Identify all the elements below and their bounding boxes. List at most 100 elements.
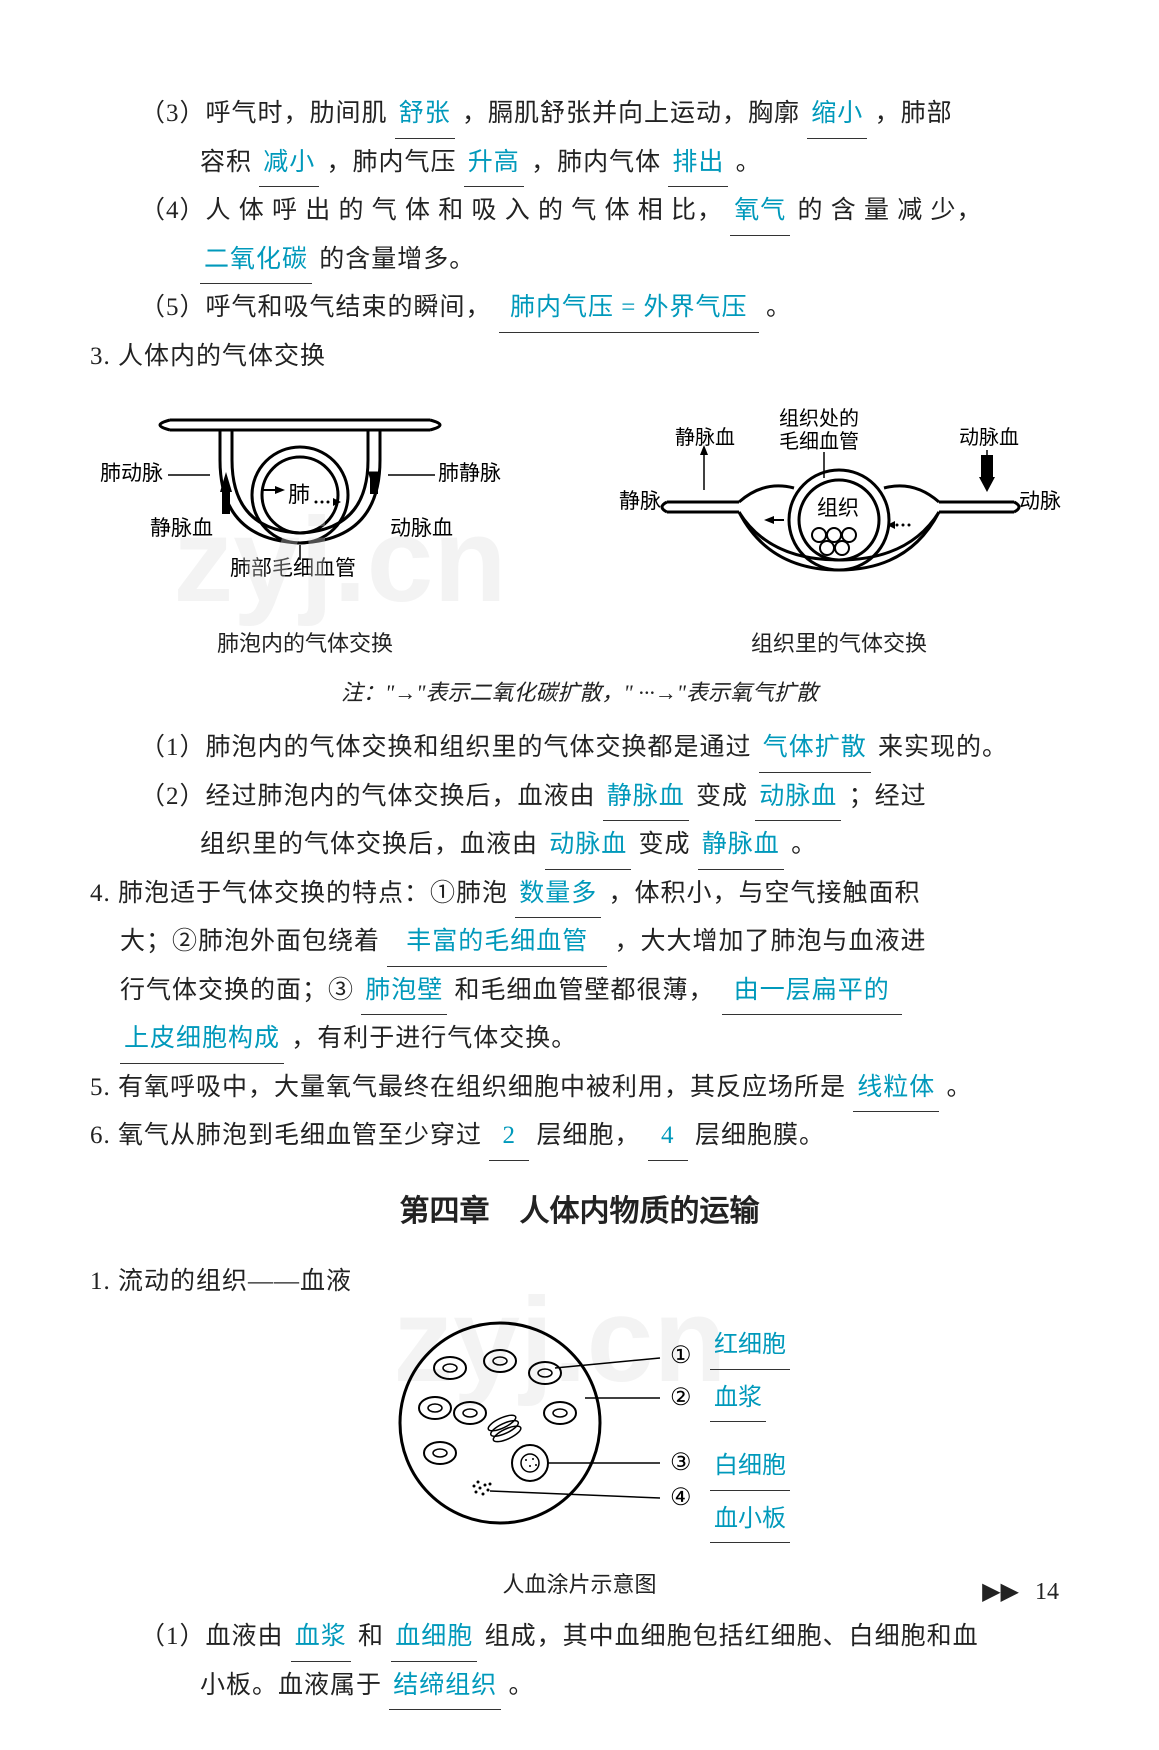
blank-answer: 静脉血 <box>603 773 689 822</box>
blank-answer: 白细胞 <box>710 1444 790 1491</box>
text-line: 行气体交换的面；③ 肺泡壁 和毛细血管壁都很薄， 由一层扁平的 <box>90 967 1069 1016</box>
text: 容积 <box>200 149 252 176</box>
svg-text:组织处的: 组织处的 <box>779 407 859 430</box>
blood-smear-svg: ① ② ③ ④ <box>90 1313 1070 1543</box>
section-heading: 1. 流动的组织——血液 <box>90 1258 1069 1306</box>
text: 。 <box>736 149 762 176</box>
page-content: （3）呼气时，肋间肌 舒张 ，膈肌舒张并向上运动，胸廓 缩小 ，肺部 容积 减小… <box>0 0 1159 1750</box>
blank-answer: 舒张 <box>395 90 455 139</box>
lung-exchange-svg: 肺 肺动脉 肺静脉 静脉血 动脉血 <box>90 400 520 600</box>
svg-text:②: ② <box>670 1385 692 1411</box>
svg-text:动脉血: 动脉血 <box>390 516 453 540</box>
diagram-tissue: 静脉血 组织处的 毛细血管 动脉血 静脉 动脉 组织 <box>609 400 1069 664</box>
text: （1）肺泡内的气体交换和组织里的气体交换都是通过 <box>140 734 752 761</box>
text: ，大大增加了肺泡与血液进 <box>615 928 927 955</box>
diagram-caption: 人血涂片示意图 <box>90 1564 1069 1606</box>
blank-answer: 二氧化碳 <box>200 236 312 285</box>
blank-answer: 气体扩散 <box>759 724 871 773</box>
text-line: 容积 减小 ，肺内气压 升高 ，肺内气体 排出 。 <box>90 139 1069 188</box>
text: 变成 <box>696 783 748 810</box>
svg-text:肺动脉: 肺动脉 <box>100 461 163 485</box>
diagram-note: 注："→"表示二氧化碳扩散，" ···→"表示氧气扩散 <box>90 672 1069 714</box>
text: （4）人 体 呼 出 的 气 体 和 吸 入 的 气 体 相 比， <box>140 197 723 224</box>
blank-answer: 肺内气压 = 外界气压 <box>499 284 759 333</box>
diagram-caption: 组织里的气体交换 <box>609 623 1069 665</box>
blank-answer: 数量多 <box>515 870 601 919</box>
blank-answer: 静脉血 <box>698 821 784 870</box>
text: 组成，其中血细胞包括红细胞、白细胞和血 <box>485 1623 979 1650</box>
text: 来实现的。 <box>878 734 1008 761</box>
svg-text:动脉血: 动脉血 <box>959 426 1019 449</box>
text: 4. 肺泡适于气体交换的特点：①肺泡 <box>90 880 508 907</box>
text: 。 <box>509 1672 535 1699</box>
text: ；经过 <box>849 783 927 810</box>
text: 组织里的气体交换后，血液由 <box>200 831 538 858</box>
svg-text:肺: 肺 <box>288 482 310 507</box>
blank-answer: 2 <box>489 1112 529 1161</box>
text-line: （5）呼气和吸气结束的瞬间， 肺内气压 = 外界气压 。 <box>90 284 1069 333</box>
blank-answer: 血小板 <box>710 1497 790 1544</box>
section-heading: 3. 人体内的气体交换 <box>90 333 1069 381</box>
diagram-row: 肺 肺动脉 肺静脉 静脉血 动脉血 <box>90 400 1069 664</box>
text-line: 5. 有氧呼吸中，大量氧气最终在组织细胞中被利用，其反应场所是 线粒体 。 <box>90 1064 1069 1113</box>
blank-answer: 4 <box>648 1112 688 1161</box>
text: 。 <box>766 294 792 321</box>
text: ，肺部 <box>875 100 953 127</box>
text: 的含量增多。 <box>319 246 475 273</box>
svg-text:肺部毛细血管: 肺部毛细血管 <box>230 556 356 580</box>
text-line: （3）呼气时，肋间肌 舒张 ，膈肌舒张并向上运动，胸廓 缩小 ，肺部 <box>90 90 1069 139</box>
blank-answer: 由一层扁平的 <box>722 967 902 1016</box>
blood-diagram: ① ② ③ ④ 红细胞 血浆 白细胞 血小板 人血涂片示意图 <box>90 1313 1069 1605</box>
text: 层细胞膜。 <box>695 1122 825 1149</box>
blank-answer: 动脉血 <box>545 821 631 870</box>
diagram-caption: 肺泡内的气体交换 <box>90 623 520 665</box>
text: 行气体交换的面；③ <box>120 977 354 1004</box>
tissue-exchange-svg: 静脉血 组织处的 毛细血管 动脉血 静脉 动脉 组织 <box>609 400 1069 600</box>
svg-text:①: ① <box>670 1343 692 1369</box>
svg-text:动脉: 动脉 <box>1019 489 1061 513</box>
text: ，体积小，与空气接触面积 <box>609 880 921 907</box>
blank-answer: 排出 <box>668 139 728 188</box>
blank-answer: 结缔组织 <box>389 1662 501 1711</box>
svg-text:③: ③ <box>670 1450 692 1476</box>
text-line: 二氧化碳 的含量增多。 <box>90 236 1069 285</box>
text-line: 4. 肺泡适于气体交换的特点：①肺泡 数量多 ，体积小，与空气接触面积 <box>90 870 1069 919</box>
svg-text:静脉血: 静脉血 <box>675 426 735 449</box>
text: 5. 有氧呼吸中，大量氧气最终在组织细胞中被利用，其反应场所是 <box>90 1074 846 1101</box>
text: 和 <box>358 1623 384 1650</box>
text: （3）呼气时，肋间肌 <box>140 100 388 127</box>
svg-text:静脉: 静脉 <box>619 489 661 513</box>
text: 变成 <box>639 831 691 858</box>
blank-answer: 氧气 <box>730 187 790 236</box>
blank-answer: 减小 <box>259 139 319 188</box>
text: 6. 氧气从肺泡到毛细血管至少穿过 <box>90 1122 482 1149</box>
blank-answer: 血细胞 <box>391 1613 477 1662</box>
text-line: 上皮细胞构成 ，有利于进行气体交换。 <box>90 1015 1069 1064</box>
blank-answer: 血浆 <box>291 1613 351 1662</box>
svg-text:静脉血: 静脉血 <box>150 516 213 540</box>
chapter-title: 第四章 人体内物质的运输 <box>90 1183 1069 1240</box>
page-number: ▶▶ 14 <box>982 1570 1059 1616</box>
text: 的 含 量 减 少， <box>798 197 983 224</box>
text-line: 组织里的气体交换后，血液由 动脉血 变成 静脉血 。 <box>90 821 1069 870</box>
blank-answer: 血浆 <box>710 1376 766 1423</box>
text: ，肺内气压 <box>327 149 457 176</box>
blank-answer: 上皮细胞构成 <box>120 1015 284 1064</box>
text: 。 <box>791 831 817 858</box>
blank-answer: 动脉血 <box>755 773 841 822</box>
text: ，有利于进行气体交换。 <box>291 1025 577 1052</box>
text-line: （2）经过肺泡内的气体交换后，血液由 静脉血 变成 动脉血 ；经过 <box>90 773 1069 822</box>
svg-text:肺静脉: 肺静脉 <box>438 461 501 485</box>
text: 小板。血液属于 <box>200 1672 382 1699</box>
blank-answer: 升高 <box>464 139 524 188</box>
svg-text:毛细血管: 毛细血管 <box>779 430 859 453</box>
text: 和毛细血管壁都很薄， <box>455 977 715 1004</box>
arrow-icon: ▶▶ <box>982 1570 1019 1616</box>
blank-answer: 线粒体 <box>853 1064 939 1113</box>
blank-answer: 丰富的毛细血管 <box>387 918 607 967</box>
text: （5）呼气和吸气结束的瞬间， <box>140 294 492 321</box>
blank-answer: 缩小 <box>807 90 867 139</box>
page-number-value: 14 <box>1035 1579 1059 1605</box>
text: 大；②肺泡外面包绕着 <box>120 928 380 955</box>
blank-answer: 肺泡壁 <box>361 967 447 1016</box>
